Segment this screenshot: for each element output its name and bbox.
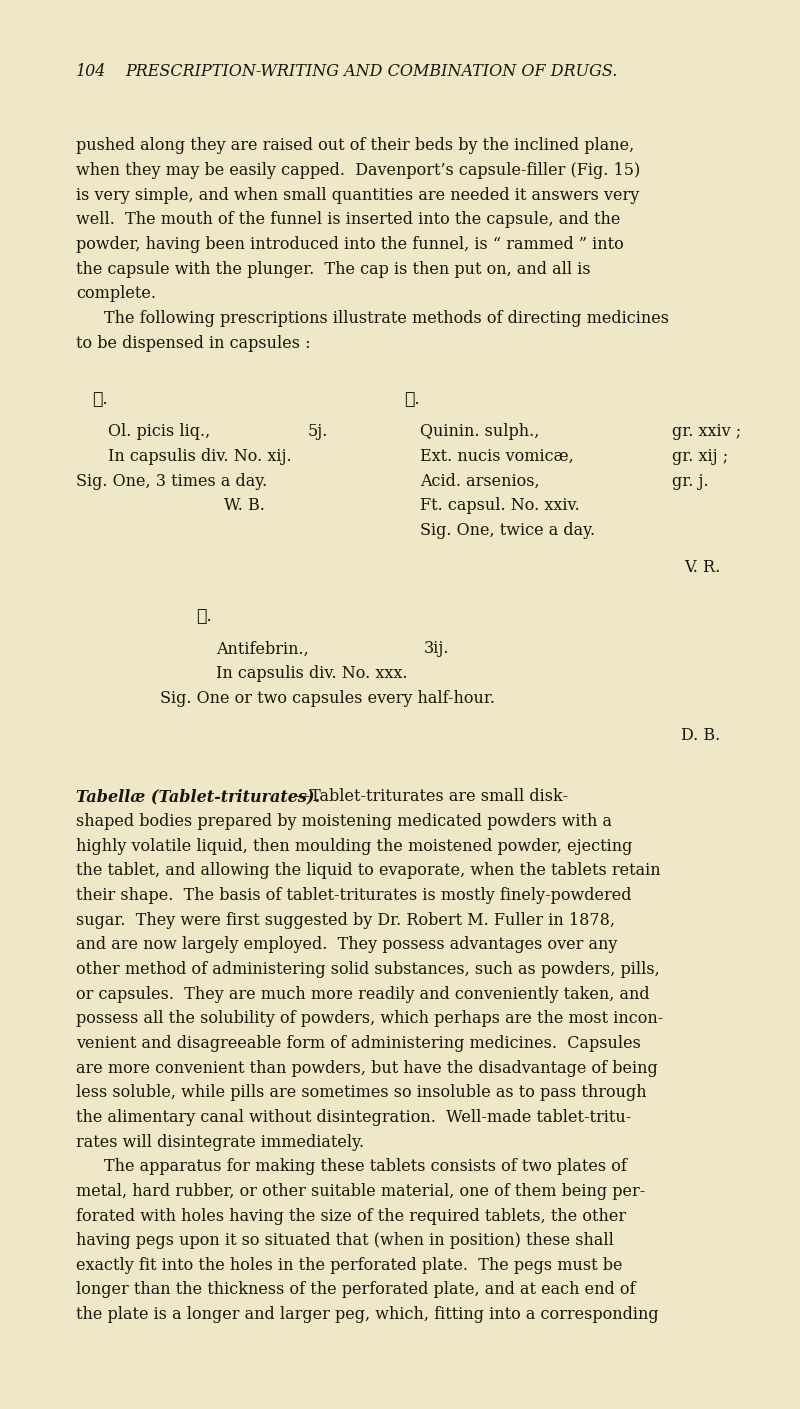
Text: sugar.  They were first suggested by Dr. Robert M. Fuller in 1878,: sugar. They were first suggested by Dr. … bbox=[76, 912, 615, 929]
Text: 5j.: 5j. bbox=[308, 423, 328, 441]
Text: The following prescriptions illustrate methods of directing medicines: The following prescriptions illustrate m… bbox=[104, 310, 669, 327]
Text: the capsule with the plunger.  The cap is then put on, and all is: the capsule with the plunger. The cap is… bbox=[76, 261, 590, 278]
Text: Ol. picis liq.,: Ol. picis liq., bbox=[108, 423, 210, 441]
Text: Tabellæ (Tablet-triturates).: Tabellæ (Tablet-triturates). bbox=[76, 788, 320, 806]
Text: to be dispensed in capsules :: to be dispensed in capsules : bbox=[76, 334, 310, 352]
Text: highly volatile liquid, then moulding the moistened powder, ejecting: highly volatile liquid, then moulding th… bbox=[76, 837, 632, 855]
Text: possess all the solubility of powders, which perhaps are the most incon-: possess all the solubility of powders, w… bbox=[76, 1010, 663, 1027]
Text: the alimentary canal without disintegration.  Well-made tablet-tritu-: the alimentary canal without disintegrat… bbox=[76, 1109, 631, 1126]
Text: V. R.: V. R. bbox=[684, 559, 720, 576]
Text: Ft. capsul. No. xxiv.: Ft. capsul. No. xxiv. bbox=[420, 497, 580, 514]
Text: W. B.: W. B. bbox=[224, 497, 265, 514]
Text: having pegs upon it so situated that (when in position) these shall: having pegs upon it so situated that (wh… bbox=[76, 1231, 614, 1250]
Text: gr. j.: gr. j. bbox=[672, 472, 709, 490]
Text: less soluble, while pills are sometimes so insoluble as to pass through: less soluble, while pills are sometimes … bbox=[76, 1084, 646, 1102]
Text: longer than the thickness of the perforated plate, and at each end of: longer than the thickness of the perfora… bbox=[76, 1281, 635, 1299]
Text: Ext. nucis vomicæ,: Ext. nucis vomicæ, bbox=[420, 448, 574, 465]
Text: is very simple, and when small quantities are needed it answers very: is very simple, and when small quantitie… bbox=[76, 186, 639, 204]
Text: gr. xxiv ;: gr. xxiv ; bbox=[672, 423, 742, 441]
Text: —Tablet-triturates are small disk-: —Tablet-triturates are small disk- bbox=[294, 788, 568, 806]
Text: exactly fit into the holes in the perforated plate.  The pegs must be: exactly fit into the holes in the perfor… bbox=[76, 1257, 622, 1274]
Text: rates will disintegrate immediately.: rates will disintegrate immediately. bbox=[76, 1133, 364, 1151]
Text: D. B.: D. B. bbox=[681, 727, 720, 744]
Text: powder, having been introduced into the funnel, is “ rammed ” into: powder, having been introduced into the … bbox=[76, 235, 624, 254]
Text: complete.: complete. bbox=[76, 285, 156, 303]
Text: venient and disagreeable form of administering medicines.  Capsules: venient and disagreeable form of adminis… bbox=[76, 1034, 641, 1053]
Text: or capsules.  They are much more readily and conveniently taken, and: or capsules. They are much more readily … bbox=[76, 985, 650, 1003]
Text: 104: 104 bbox=[76, 63, 106, 80]
Text: well.  The mouth of the funnel is inserted into the capsule, and the: well. The mouth of the funnel is inserte… bbox=[76, 211, 620, 228]
Text: shaped bodies prepared by moistening medicated powders with a: shaped bodies prepared by moistening med… bbox=[76, 813, 612, 830]
Text: ℞.: ℞. bbox=[404, 392, 420, 409]
Text: other method of administering solid substances, such as powders, pills,: other method of administering solid subs… bbox=[76, 961, 660, 978]
Text: and are now largely employed.  They possess advantages over any: and are now largely employed. They posse… bbox=[76, 936, 618, 954]
Text: Sig. One or two capsules every half-hour.: Sig. One or two capsules every half-hour… bbox=[160, 689, 495, 707]
Text: Quinin. sulph.,: Quinin. sulph., bbox=[420, 423, 539, 441]
Text: when they may be easily capped.  Davenport’s capsule-filler (Fig. 15): when they may be easily capped. Davenpor… bbox=[76, 162, 640, 179]
Text: forated with holes having the size of the required tablets, the other: forated with holes having the size of th… bbox=[76, 1208, 626, 1224]
Text: Antifebrin.,: Antifebrin., bbox=[216, 640, 309, 658]
Text: gr. xij ;: gr. xij ; bbox=[672, 448, 728, 465]
Text: their shape.  The basis of tablet-triturates is mostly finely-powdered: their shape. The basis of tablet-tritura… bbox=[76, 886, 631, 905]
Text: In capsulis div. No. xij.: In capsulis div. No. xij. bbox=[108, 448, 292, 465]
Text: are more convenient than powders, but have the disadvantage of being: are more convenient than powders, but ha… bbox=[76, 1060, 658, 1076]
Text: Acid. arsenios,: Acid. arsenios, bbox=[420, 472, 540, 490]
Text: pushed along they are raised out of their beds by the inclined plane,: pushed along they are raised out of thei… bbox=[76, 138, 634, 155]
Text: The apparatus for making these tablets consists of two plates of: The apparatus for making these tablets c… bbox=[104, 1158, 627, 1175]
Text: metal, hard rubber, or other suitable material, one of them being per-: metal, hard rubber, or other suitable ma… bbox=[76, 1182, 646, 1200]
Text: Sig. One, 3 times a day.: Sig. One, 3 times a day. bbox=[76, 472, 267, 490]
Text: the plate is a longer and larger peg, which, fitting into a corresponding: the plate is a longer and larger peg, wh… bbox=[76, 1306, 658, 1323]
Text: 3ij.: 3ij. bbox=[424, 640, 450, 658]
Text: PRESCRIPTION-WRITING AND COMBINATION OF DRUGS.: PRESCRIPTION-WRITING AND COMBINATION OF … bbox=[126, 63, 618, 80]
Text: In capsulis div. No. xxx.: In capsulis div. No. xxx. bbox=[216, 665, 407, 682]
Text: the tablet, and allowing the liquid to evaporate, when the tablets retain: the tablet, and allowing the liquid to e… bbox=[76, 862, 661, 879]
Text: Sig. One, twice a day.: Sig. One, twice a day. bbox=[420, 521, 595, 540]
Text: ℞.: ℞. bbox=[196, 609, 212, 626]
Text: ℞.: ℞. bbox=[92, 392, 108, 409]
